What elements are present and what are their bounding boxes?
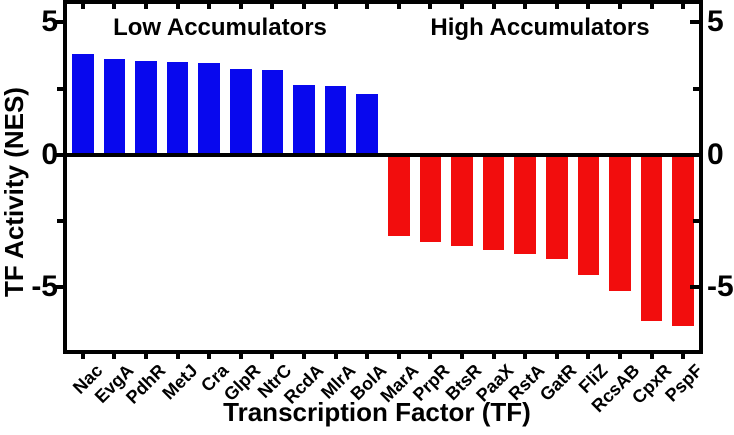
x-tick-top-RstA xyxy=(523,4,528,9)
x-tick-bottom-FliZ xyxy=(586,354,591,359)
bar-RcdA xyxy=(293,84,315,155)
zero-baseline xyxy=(67,152,699,157)
x-tick-top-Cra xyxy=(207,4,212,9)
x-tick-top-MlrA xyxy=(333,4,338,9)
x-tick-bottom-MetJ xyxy=(175,354,180,359)
x-tick-top-BtsR xyxy=(460,4,464,9)
y-tick-label-right--5: -5 xyxy=(707,269,734,303)
x-tick-bottom-NtrC xyxy=(270,354,275,359)
x-tick-top-RcdA xyxy=(302,4,306,9)
y-tick-minor-right--2.5 xyxy=(693,218,699,223)
x-tick-bottom-PrpR xyxy=(428,354,433,359)
x-tick-bottom-PspF xyxy=(681,354,686,359)
x-tick-bottom-BolA xyxy=(365,354,370,359)
x-tick-top-GlpR xyxy=(238,4,243,9)
bar-Nac xyxy=(71,54,94,155)
x-tick-bottom-Nac xyxy=(80,354,85,359)
annotation-low-accumulators: Low Accumulators xyxy=(113,14,327,41)
y-tick-minor-right-2.5 xyxy=(693,86,699,91)
bar-FliZ xyxy=(577,154,600,275)
y-tick-major-left-5 xyxy=(54,20,63,25)
y-tick-minor-left-2.5 xyxy=(57,86,63,91)
x-tick-label-GatR: GatR xyxy=(535,360,581,405)
y-tick-label-right-5: 5 xyxy=(707,5,724,39)
bar-PspF xyxy=(672,154,695,327)
y-tick-major-left-0 xyxy=(54,152,63,157)
x-tick-top-MarA xyxy=(396,4,401,9)
y-tick-label-left-0: 0 xyxy=(41,137,58,171)
x-tick-bottom-CpxR xyxy=(649,354,654,359)
bar-BolA xyxy=(356,93,379,155)
x-tick-bottom-RstA xyxy=(523,354,528,359)
y-tick-label-left--5: -5 xyxy=(31,269,58,303)
bar-MetJ xyxy=(166,62,189,155)
bar-MlrA xyxy=(324,85,347,155)
y-tick-minor-left--2.5 xyxy=(57,218,63,223)
annotation-high-accumulators: High Accumulators xyxy=(430,14,650,41)
y-tick-major-right--5 xyxy=(690,284,699,289)
x-tick-bottom-PaaX xyxy=(491,354,496,359)
x-tick-bottom-RcdA xyxy=(302,354,306,359)
bar-BtsR xyxy=(451,154,473,246)
x-tick-top-RcsAB xyxy=(618,4,622,9)
x-tick-top-MetJ xyxy=(175,4,180,9)
x-tick-bottom-PdhR xyxy=(144,354,148,359)
bar-PrpR xyxy=(419,154,442,242)
x-tick-bottom-MlrA xyxy=(333,354,338,359)
bar-GlpR xyxy=(229,68,252,155)
y-tick-major-left--5 xyxy=(54,284,63,289)
bar-GatR xyxy=(545,154,568,259)
x-tick-bottom-BtsR xyxy=(460,354,464,359)
x-tick-top-PrpR xyxy=(428,4,433,9)
x-tick-bottom-GatR xyxy=(554,354,559,359)
x-tick-bottom-RcsAB xyxy=(618,354,622,359)
y-tick-major-right-5 xyxy=(690,20,699,25)
x-tick-top-BolA xyxy=(365,4,370,9)
x-tick-top-GatR xyxy=(554,4,559,9)
x-tick-top-PspF xyxy=(681,4,686,9)
x-tick-bottom-Cra xyxy=(207,354,212,359)
x-tick-bottom-EvgA xyxy=(112,354,117,359)
x-tick-top-FliZ xyxy=(586,4,591,9)
y-tick-label-left-5: 5 xyxy=(41,5,58,39)
x-tick-top-CpxR xyxy=(649,4,654,9)
y-axis-title: TF Activity (NES) xyxy=(0,87,29,297)
bar-MarA xyxy=(387,154,410,237)
x-tick-top-EvgA xyxy=(112,4,117,9)
x-tick-bottom-GlpR xyxy=(238,354,243,359)
bar-PdhR xyxy=(135,60,157,155)
x-tick-bottom-MarA xyxy=(396,354,401,359)
bar-Cra xyxy=(198,63,221,155)
x-tick-top-Nac xyxy=(80,4,85,9)
x-tick-top-PdhR xyxy=(144,4,148,9)
x-tick-top-NtrC xyxy=(270,4,275,9)
x-tick-label-MetJ: MetJ xyxy=(157,360,202,404)
bar-RcsAB xyxy=(609,154,631,291)
x-axis-title: Transcription Factor (TF) xyxy=(223,397,531,427)
bar-RstA xyxy=(514,154,537,254)
bar-CpxR xyxy=(640,154,663,321)
bar-EvgA xyxy=(103,59,126,155)
bar-PaaX xyxy=(482,154,505,250)
bar-NtrC xyxy=(261,70,284,155)
x-tick-top-PaaX xyxy=(491,4,496,9)
plot-area: Low Accumulators High Accumulators xyxy=(54,0,703,359)
y-tick-label-right-0: 0 xyxy=(707,137,724,171)
